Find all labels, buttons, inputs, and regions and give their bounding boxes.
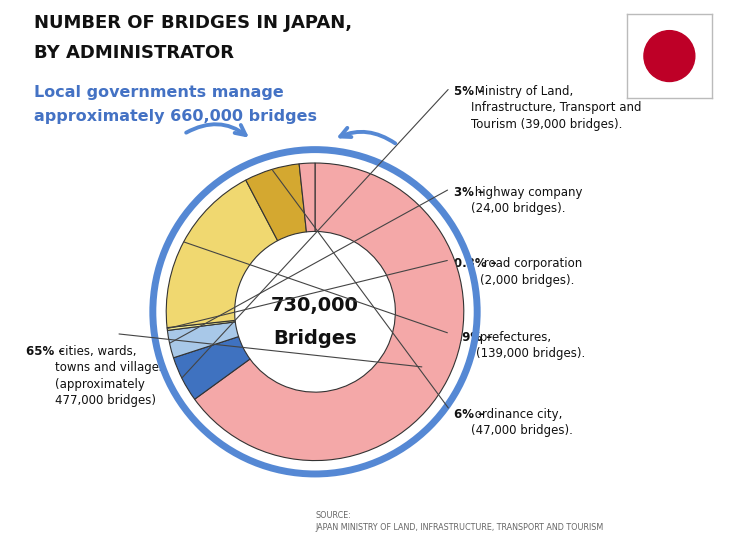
Text: ordinance city,
(47,000 bridges).: ordinance city, (47,000 bridges).	[471, 408, 573, 437]
Text: 65% –: 65% –	[26, 345, 64, 358]
Text: 730,000: 730,000	[271, 296, 359, 315]
Text: SOURCE:
JAPAN MINISTRY OF LAND, INFRASTRUCTURE, TRANSPORT AND TOURISM: SOURCE: JAPAN MINISTRY OF LAND, INFRASTR…	[315, 511, 603, 532]
Wedge shape	[299, 163, 315, 232]
Text: cities, wards,
towns and villages
(approximately
477,000 bridges): cities, wards, towns and villages (appro…	[55, 345, 165, 407]
Text: road corporation
(2,000 bridges).: road corporation (2,000 bridges).	[480, 257, 582, 287]
Wedge shape	[166, 180, 278, 328]
Wedge shape	[246, 164, 307, 241]
Text: 3% –: 3% –	[454, 186, 484, 199]
Text: NUMBER OF BRIDGES IN JAPAN,: NUMBER OF BRIDGES IN JAPAN,	[34, 14, 352, 32]
Wedge shape	[173, 336, 250, 399]
Circle shape	[644, 31, 694, 82]
Text: 19% –: 19% –	[454, 331, 492, 344]
Wedge shape	[195, 163, 464, 461]
Text: 5% –: 5% –	[454, 85, 484, 98]
Text: 6% –: 6% –	[454, 408, 484, 421]
Text: BY ADMINISTRATOR: BY ADMINISTRATOR	[34, 44, 234, 62]
Text: 0.3% –: 0.3% –	[454, 257, 497, 270]
Text: prefectures,
(139,000 bridges).: prefectures, (139,000 bridges).	[476, 331, 585, 360]
Text: Bridges: Bridges	[273, 329, 357, 348]
Wedge shape	[167, 322, 238, 358]
Wedge shape	[167, 321, 236, 330]
Text: Local governments manage: Local governments manage	[34, 85, 284, 100]
Text: Ministry of Land,
Infrastructure, Transport and
Tourism (39,000 bridges).: Ministry of Land, Infrastructure, Transp…	[471, 85, 642, 131]
Text: highway company
(24,00 bridges).: highway company (24,00 bridges).	[471, 186, 583, 216]
Text: approximately 660,000 bridges: approximately 660,000 bridges	[34, 109, 316, 124]
